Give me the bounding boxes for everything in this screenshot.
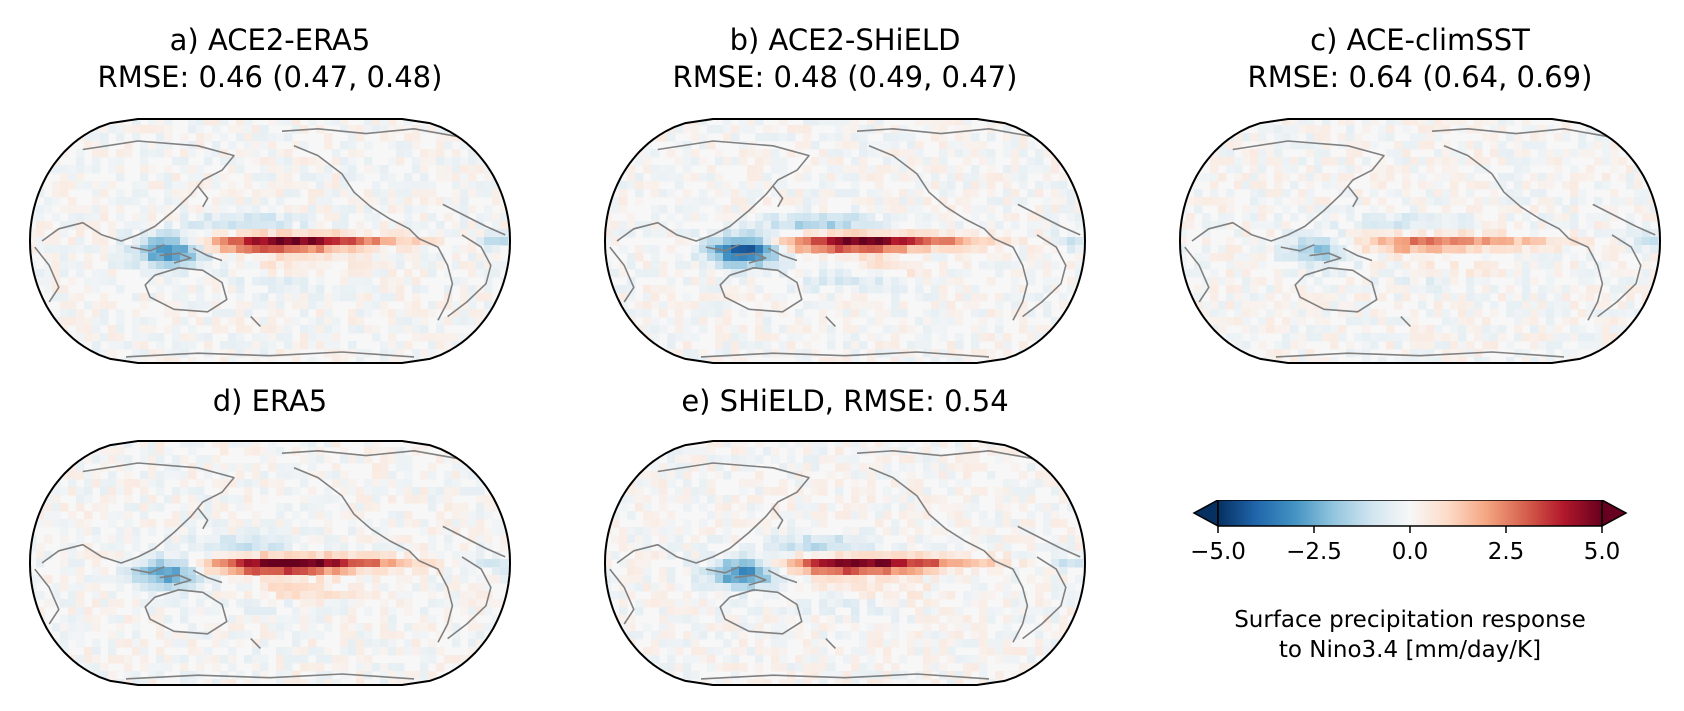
map-b bbox=[603, 118, 1087, 364]
panel-d: d) ERA5 bbox=[20, 383, 520, 693]
panel-b: b) ACE2-SHiELD RMSE: 0.48 (0.49, 0.47) bbox=[595, 22, 1095, 367]
precip-field bbox=[30, 441, 510, 685]
panel-d-title: d) ERA5 bbox=[20, 383, 520, 420]
map-c bbox=[1178, 118, 1662, 364]
map-a bbox=[28, 118, 512, 364]
colorbar-extend-min bbox=[1192, 500, 1219, 528]
panel-a: a) ACE2-ERA5 RMSE: 0.46 (0.47, 0.48) bbox=[20, 22, 520, 367]
colorbar-tick-label: −2.5 bbox=[1286, 539, 1342, 565]
map-d bbox=[28, 440, 512, 686]
map-frame bbox=[603, 118, 1087, 364]
colorbar-extend-max bbox=[1601, 500, 1628, 528]
panel-a-title-text: a) ACE2-ERA5 bbox=[169, 23, 371, 57]
panel-e: e) SHiELD, RMSE: 0.54 bbox=[595, 383, 1095, 693]
colorbar-bar bbox=[1217, 500, 1603, 527]
panel-e-title: e) SHiELD, RMSE: 0.54 bbox=[595, 383, 1095, 420]
panel-a-subtitle: RMSE: 0.46 (0.47, 0.48) bbox=[20, 59, 520, 96]
precip-field bbox=[1180, 119, 1660, 363]
map-frame bbox=[1178, 118, 1662, 364]
panel-c: c) ACE-climSST RMSE: 0.64 (0.64, 0.69) bbox=[1170, 22, 1670, 367]
map-e bbox=[603, 440, 1087, 686]
panel-b-subtitle: RMSE: 0.48 (0.49, 0.47) bbox=[595, 59, 1095, 96]
panel-b-subtitle-text: RMSE: 0.48 (0.49, 0.47) bbox=[672, 60, 1018, 94]
panel-c-title-text: c) ACE-climSST bbox=[1310, 23, 1530, 57]
precip-field bbox=[605, 119, 1085, 363]
panel-a-title: a) ACE2-ERA5 bbox=[20, 22, 520, 59]
panel-c-subtitle: RMSE: 0.64 (0.64, 0.69) bbox=[1170, 59, 1670, 96]
colorbar-label-line2: to Nino3.4 [mm/day/K] bbox=[1278, 637, 1542, 663]
panel-a-subtitle-text: RMSE: 0.46 (0.47, 0.48) bbox=[97, 60, 443, 94]
map-frame bbox=[603, 440, 1087, 686]
map-frame bbox=[28, 440, 512, 686]
coastlines bbox=[609, 450, 1081, 680]
panel-c-title: c) ACE-climSST bbox=[1170, 22, 1670, 59]
colorbar-label: Surface precipitation response to Nino3.… bbox=[1190, 605, 1630, 665]
colorbar-tick-label: 0.0 bbox=[1392, 539, 1429, 565]
panel-c-subtitle-text: RMSE: 0.64 (0.64, 0.69) bbox=[1247, 60, 1593, 94]
colorbar-tick-label: −5.0 bbox=[1190, 539, 1246, 565]
coastlines bbox=[34, 128, 506, 358]
colorbar: −5.0 −2.5 0.0 2.5 5.0 Surface precipitation … bbox=[1190, 500, 1630, 690]
colorbar-tick-label: 5.0 bbox=[1584, 539, 1621, 565]
precip-field bbox=[605, 441, 1085, 685]
map-frame bbox=[28, 118, 512, 364]
panel-b-title: b) ACE2-SHiELD bbox=[595, 22, 1095, 59]
colorbar-tick-label: 2.5 bbox=[1488, 539, 1525, 565]
colorbar-graphic: −5.0 −2.5 0.0 2.5 5.0 bbox=[1190, 500, 1628, 565]
panel-d-title-text: d) ERA5 bbox=[212, 384, 328, 418]
panel-e-title-text: e) SHiELD, RMSE: 0.54 bbox=[681, 384, 1009, 418]
precip-field bbox=[30, 119, 510, 363]
panel-b-title-text: b) ACE2-SHiELD bbox=[729, 23, 961, 57]
colorbar-label-line1: Surface precipitation response bbox=[1234, 607, 1586, 633]
coastlines bbox=[609, 128, 1081, 358]
coastlines bbox=[1184, 128, 1656, 358]
coastlines bbox=[34, 450, 506, 680]
